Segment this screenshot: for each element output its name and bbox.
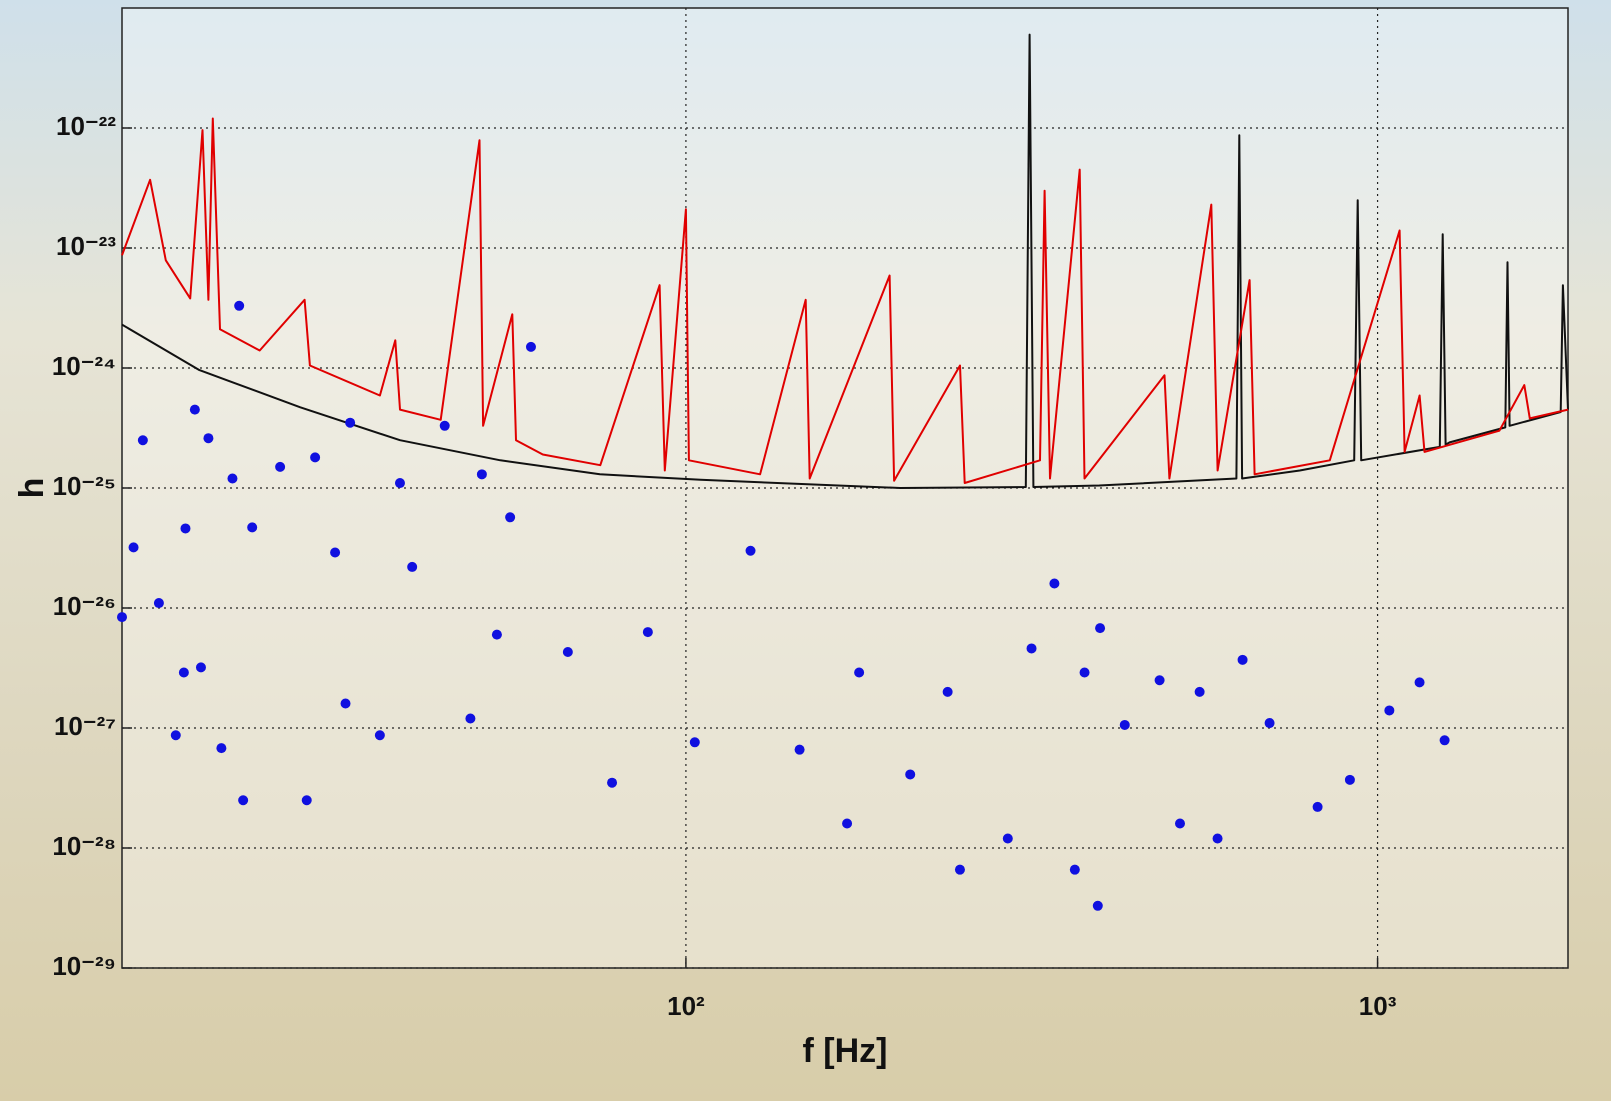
chart: f [Hz] h 10⁻²⁹ 10⁻²⁸ 10⁻²⁷ 10⁻²⁶ 10⁻²⁵ 10⁻²⁴ 1…	[0, 0, 1611, 1101]
y-tick-label: 10⁻²³	[56, 231, 116, 261]
data-point	[1265, 718, 1275, 728]
data-point	[129, 542, 139, 552]
data-point	[690, 737, 700, 747]
data-point	[440, 421, 450, 431]
data-point	[154, 598, 164, 608]
data-point	[375, 730, 385, 740]
data-point	[1070, 865, 1080, 875]
data-point	[492, 630, 502, 640]
x-tick-label: 10²	[667, 991, 705, 1021]
data-point	[275, 462, 285, 472]
data-point	[477, 469, 487, 479]
x-tick-label: 10³	[1359, 991, 1397, 1021]
data-point	[395, 478, 405, 488]
data-point	[1080, 668, 1090, 678]
data-point	[302, 795, 312, 805]
data-point	[1238, 655, 1248, 665]
data-point	[955, 865, 965, 875]
y-tick-label: 10⁻²⁹	[52, 951, 116, 981]
data-point	[227, 473, 237, 483]
data-point	[905, 769, 915, 779]
data-point	[1049, 579, 1059, 589]
data-point	[943, 687, 953, 697]
y-tick-label: 10⁻²⁵	[52, 471, 116, 501]
data-point	[526, 342, 536, 352]
data-point	[1027, 643, 1037, 653]
data-point	[407, 562, 417, 572]
data-point	[138, 435, 148, 445]
data-point	[1155, 675, 1165, 685]
data-point	[345, 418, 355, 428]
data-point	[1120, 720, 1130, 730]
data-point	[643, 627, 653, 637]
data-point	[1345, 775, 1355, 785]
x-axis-label: f [Hz]	[803, 1032, 888, 1070]
data-point	[1195, 687, 1205, 697]
data-point	[1175, 819, 1185, 829]
data-point	[1440, 735, 1450, 745]
data-point	[1415, 677, 1425, 687]
data-point	[1003, 833, 1013, 843]
y-axis-label: h	[13, 478, 51, 499]
data-point	[216, 743, 226, 753]
data-point	[234, 301, 244, 311]
y-tick-label: 10⁻²⁸	[52, 831, 116, 861]
data-point	[854, 668, 864, 678]
data-point	[247, 522, 257, 532]
y-tick-label: 10⁻²⁴	[52, 351, 116, 381]
data-point	[746, 546, 756, 556]
data-point	[795, 745, 805, 755]
y-tick-label: 10⁻²²	[56, 111, 116, 141]
data-point	[190, 405, 200, 415]
data-point	[196, 662, 206, 672]
data-point	[341, 699, 351, 709]
data-point	[842, 819, 852, 829]
y-tick-label: 10⁻²⁷	[54, 711, 116, 741]
data-point	[607, 778, 617, 788]
data-point	[1313, 802, 1323, 812]
data-point	[180, 523, 190, 533]
data-point	[330, 548, 340, 558]
data-point	[179, 668, 189, 678]
data-point	[171, 730, 181, 740]
data-point	[1095, 623, 1105, 633]
data-point	[505, 512, 515, 522]
data-point	[310, 452, 320, 462]
data-point	[1213, 833, 1223, 843]
data-point	[203, 433, 213, 443]
data-point	[465, 713, 475, 723]
data-point	[563, 647, 573, 657]
data-point	[1384, 705, 1394, 715]
y-tick-label: 10⁻²⁶	[53, 591, 116, 621]
data-point	[238, 795, 248, 805]
data-point	[117, 612, 127, 622]
data-point	[1093, 901, 1103, 911]
